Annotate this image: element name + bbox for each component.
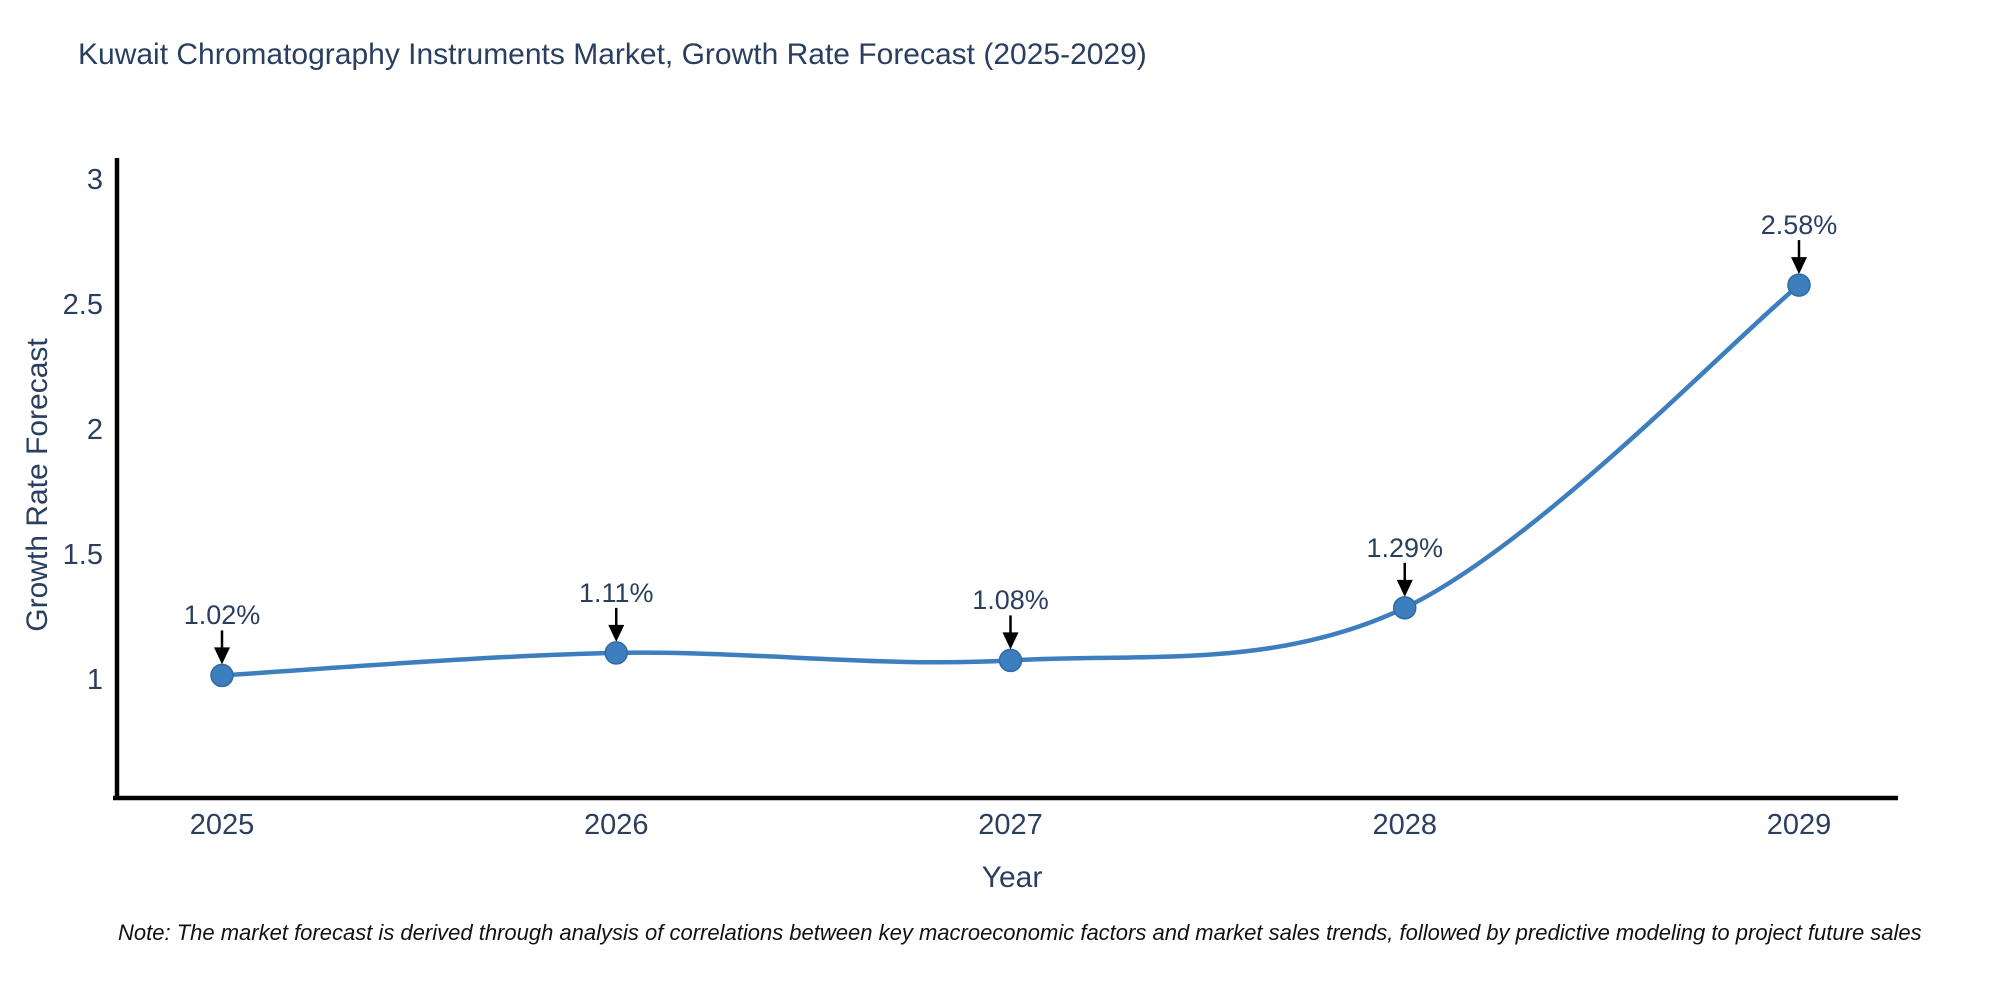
data-point-2025 [210, 663, 234, 688]
footnote-text: Note: The market forecast is derived thr… [118, 920, 1922, 945]
footnote: Note: The market forecast is derived thr… [118, 920, 2000, 946]
data-point-2029 [1787, 273, 1811, 297]
annotation-label-2026: 1.11% [578, 577, 654, 608]
annotation-label-2025: 1.02% [183, 600, 261, 631]
x-tick-2025: 2025 [189, 809, 255, 841]
data-point-2028 [1393, 596, 1417, 620]
annotation-arrow-head-2025 [214, 647, 230, 665]
annotation-label-2029: 2.58% [1760, 210, 1838, 241]
annotation-arrow-head-2026 [608, 624, 625, 642]
x-tick-2026: 2026 [583, 809, 649, 841]
annotation-arrow-head-2027 [1002, 632, 1019, 650]
x-axis-label: Year [981, 861, 1043, 894]
y-tick-2: 2 [86, 414, 103, 447]
trend-line [219, 282, 1802, 678]
annotation-label-2027: 1.08% [972, 585, 1049, 616]
y-tick-1: 1 [86, 664, 103, 697]
y-tick-3: 3 [86, 164, 103, 197]
y-tick-1.5: 1.5 [62, 539, 103, 572]
annotation-label-2028: 1.29% [1366, 532, 1444, 563]
data-point-2026 [604, 641, 628, 665]
annotation-arrow-head-2028 [1396, 579, 1413, 597]
x-tick-2027: 2027 [978, 809, 1043, 841]
x-tick-2028: 2028 [1372, 809, 1438, 841]
y-tick-2.5: 2.5 [62, 289, 103, 322]
chart-title: Kuwait Chromatography Instruments Market… [78, 38, 1147, 71]
annotation-arrow-head-2029 [1791, 257, 1807, 275]
y-axis-label: Growth Rate Forecast [21, 338, 54, 632]
x-tick-2029: 2029 [1766, 809, 1832, 841]
data-point-2027 [998, 648, 1023, 673]
